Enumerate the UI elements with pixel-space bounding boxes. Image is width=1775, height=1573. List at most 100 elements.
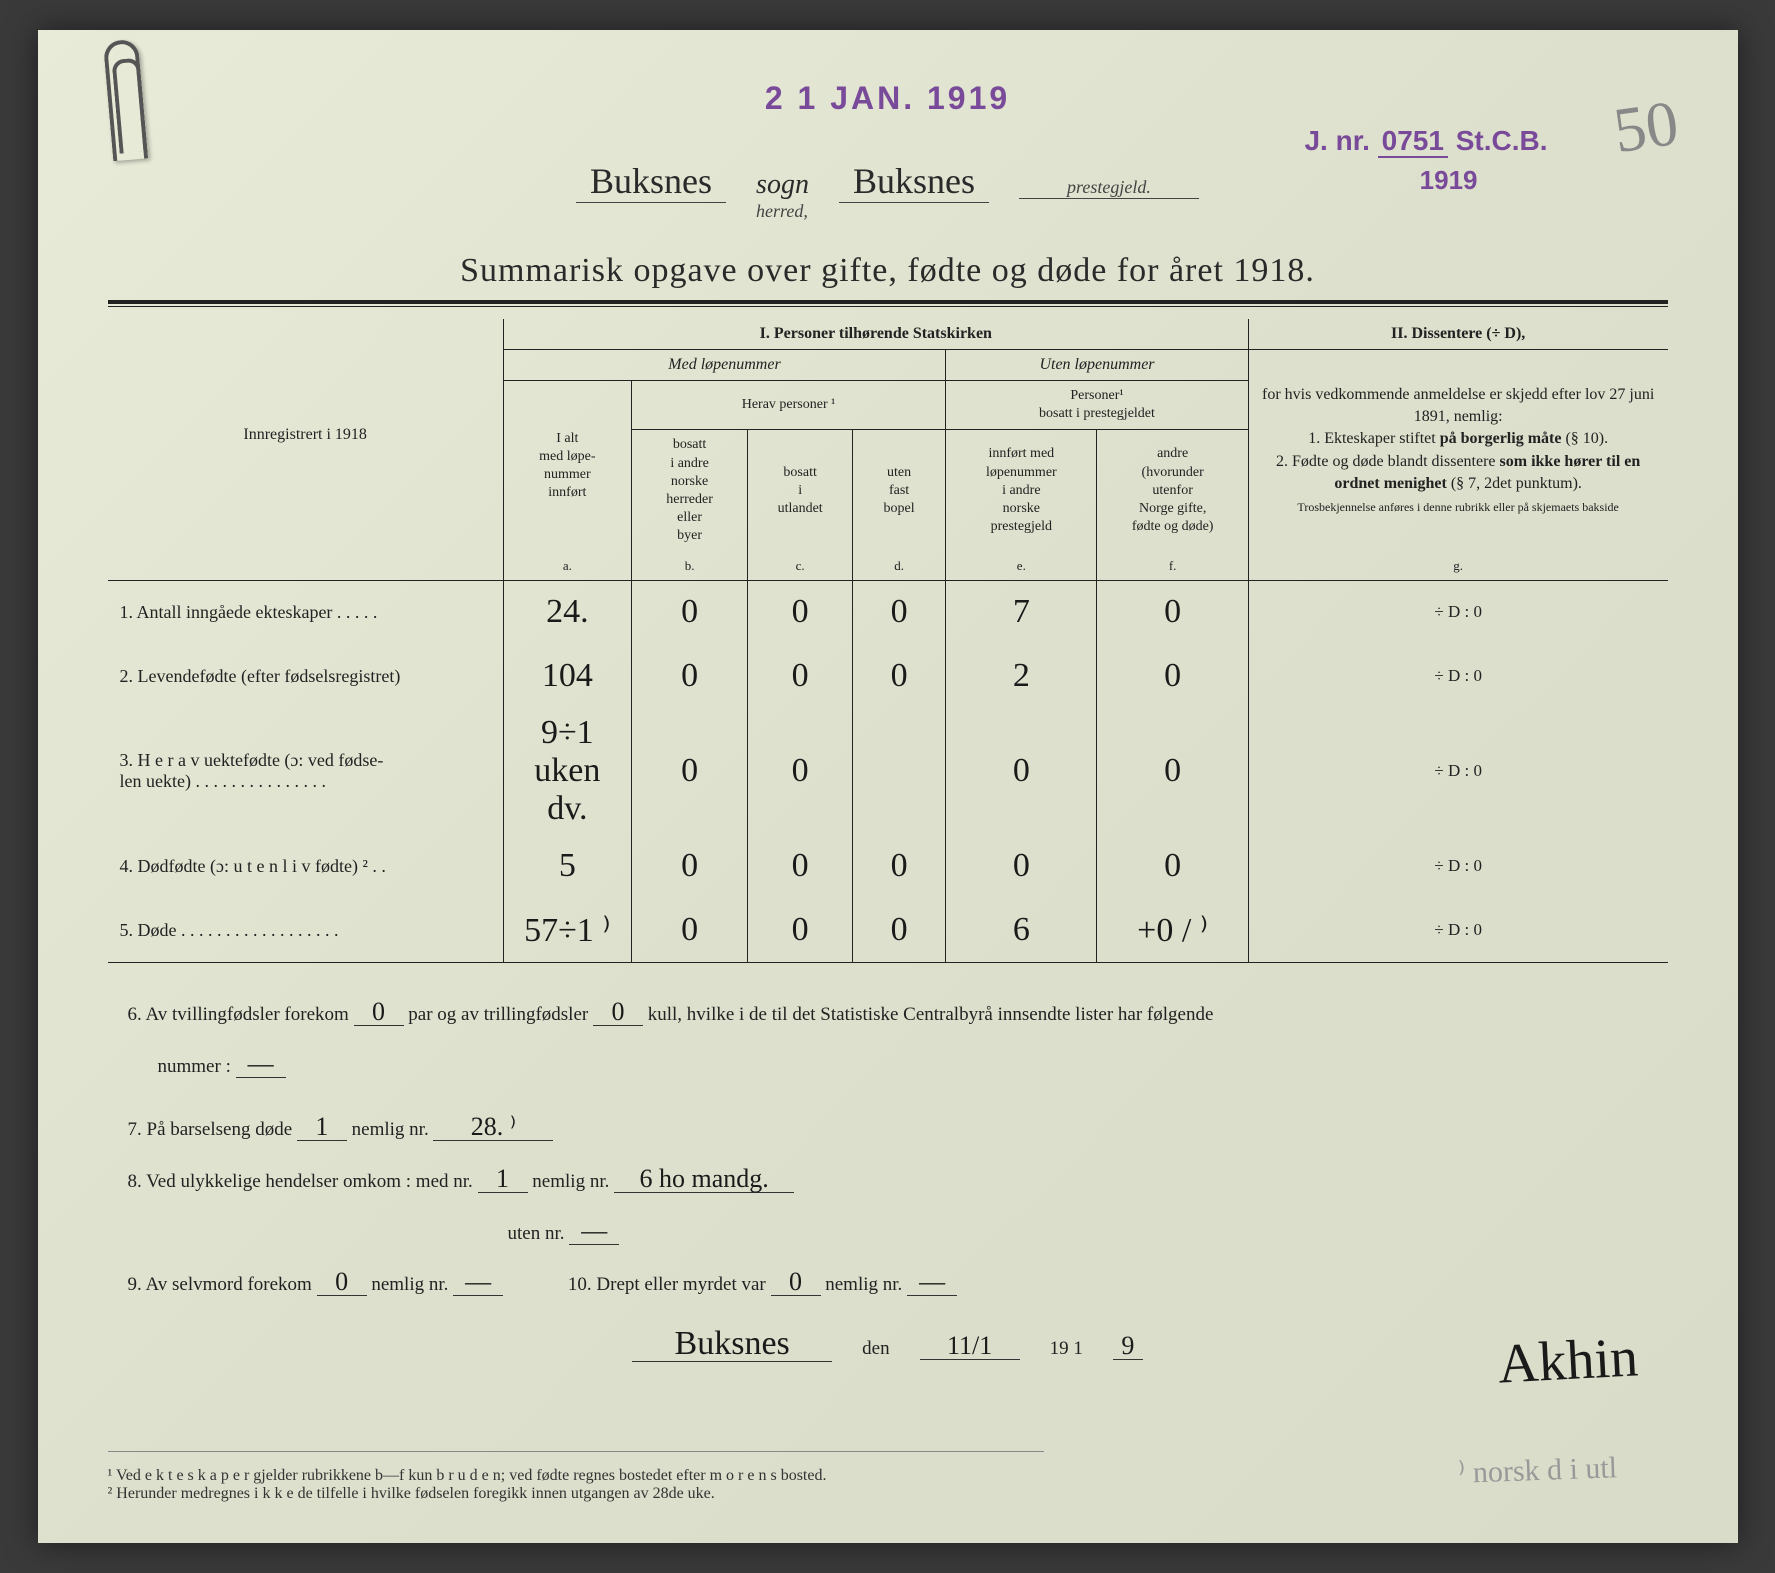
q6-pre: 6. Av tvillingfødsler forekom (128, 1004, 349, 1025)
row-label: 1. Antall inngåede ekteskaper . . . . . (108, 580, 504, 644)
cell-e: 0 (946, 708, 1097, 834)
letter-b: b. (631, 552, 747, 581)
cell-d: 0 (853, 898, 946, 962)
cell-c: 0 (748, 708, 853, 834)
jnr-suffix: St.C.B. (1456, 125, 1548, 156)
letter-c: c. (748, 552, 853, 581)
section-2-header: II. Dissentere (÷ D), (1248, 319, 1667, 350)
col-e-header: innført med løpenummer i andre norske pr… (946, 430, 1097, 552)
cell-e: 6 (946, 898, 1097, 962)
sig-den: den (862, 1327, 889, 1371)
main-table: Innregistrert i 1918 I. Personer tilhøre… (108, 319, 1668, 962)
q8-line2-label: uten nr. (508, 1223, 565, 1244)
herred-value: Buksnes (839, 160, 989, 203)
q6-line2: nummer : — (128, 1045, 1648, 1089)
cell-c: 0 (748, 580, 853, 644)
col-b-header: bosatt i andre norske herreder eller bye… (631, 430, 747, 552)
row-label: 3. H e r a v uektefødte (ɔ: ved fødse- l… (108, 708, 504, 834)
questions-section: 6. Av tvillingfødsler forekom 0 par og a… (108, 993, 1668, 1371)
cell-b: 0 (631, 898, 747, 962)
cell-g: ÷ D : 0 (1248, 898, 1667, 962)
q6-v1: 0 (354, 999, 404, 1026)
footnote-2: ² Herunder medregnes i k k e de tilfelle… (108, 1485, 1044, 1503)
letter-d: d. (853, 552, 946, 581)
rule-thick (108, 300, 1668, 304)
herred-label: herred, (756, 201, 808, 221)
cell-a: 9÷1 uken dv. (503, 708, 631, 834)
q6-line2-label: nummer : (158, 1056, 231, 1077)
q7-v1: 1 (297, 1114, 347, 1141)
year-stamp: 1919 (1420, 165, 1478, 196)
q8-pre: 8. Ved ulykkelige hendelser omkom : med … (128, 1171, 473, 1192)
document-paper: 2 1 JAN. 1919 J. nr. 0751 St.C.B. 1919 5… (38, 30, 1738, 1543)
col-a-header: I alt med løpe- nummer innført (503, 381, 631, 552)
sig-date: 11/1 (920, 1333, 1020, 1360)
sig-year: 9 (1113, 1333, 1143, 1360)
prestegjeld-label: prestegjeld. (1019, 177, 1199, 199)
uten-lopenummer-header: Uten løpenummer (946, 350, 1249, 381)
med-lopenummer-header: Med løpenummer (503, 350, 945, 381)
cell-c: 0 (748, 644, 853, 708)
jnr-prefix: J. nr. (1304, 125, 1369, 156)
table-row: 4. Dødfødte (ɔ: u t e n l i v fødte) ² .… (108, 834, 1668, 898)
q6-v2: 0 (593, 999, 643, 1026)
q10-mid: nemlig nr. (825, 1274, 902, 1295)
row-label: 4. Dødfødte (ɔ: u t e n l i v fødte) ² .… (108, 834, 504, 898)
q8-v3: — (569, 1218, 619, 1245)
q7-line: 7. På barselseng døde 1 nemlig nr. 28. ⁾ (128, 1108, 1648, 1152)
cell-d: 0 (853, 580, 946, 644)
document-title: Summarisk opgave over gifte, fødte og dø… (108, 252, 1668, 290)
cell-e: 7 (946, 580, 1097, 644)
cell-f: +0 / ⁾ (1097, 898, 1248, 962)
col-header-innregistrert: Innregistrert i 1918 (108, 319, 504, 552)
personer-bosatt-header: Personer¹ bosatt i prestegjeldet (946, 381, 1249, 430)
table-row: 1. Antall inngåede ekteskaper . . . . .2… (108, 580, 1668, 644)
q9-pre: 9. Av selvmord forekom (128, 1274, 312, 1295)
dissentere-body: for hvis vedkommende anmeldelse er skjed… (1248, 350, 1667, 552)
q6-mid: par og av trillingfødsler (408, 1004, 588, 1025)
cell-e: 0 (946, 834, 1097, 898)
cell-g: ÷ D : 0 (1248, 708, 1667, 834)
cell-b: 0 (631, 644, 747, 708)
col-d-header: uten fast bopel (853, 430, 946, 552)
pencil-annotation: ⁾ norsk d i utl (1458, 1450, 1618, 1491)
col-f-header: andre (hvorunder utenfor Norge gifte, fø… (1097, 430, 1248, 552)
letter-f: f. (1097, 552, 1248, 581)
q9-v2: — (453, 1269, 503, 1296)
q8-v1: 1 (478, 1166, 528, 1193)
cell-c: 0 (748, 834, 853, 898)
q7-pre: 7. På barselseng døde (128, 1119, 293, 1140)
cell-a: 104 (503, 644, 631, 708)
q8-mid: nemlig nr. (532, 1171, 609, 1192)
cell-b: 0 (631, 580, 747, 644)
q10-v2: — (907, 1269, 957, 1296)
q9-v1: 0 (317, 1269, 367, 1296)
q8-line2: uten nr. — (128, 1212, 1648, 1256)
cell-d: 0 (853, 644, 946, 708)
cell-b: 0 (631, 708, 747, 834)
cell-d: 0 (853, 834, 946, 898)
footnotes: ¹ Ved e k t e s k a p e r gjelder rubrik… (108, 1451, 1044, 1503)
rule-thin (108, 306, 1668, 307)
table-row: 3. H e r a v uektefødte (ɔ: ved fødse- l… (108, 708, 1668, 834)
cell-b: 0 (631, 834, 747, 898)
row-label: 2. Levendefødte (efter fødselsregistret) (108, 644, 504, 708)
q7-mid: nemlig nr. (352, 1119, 429, 1140)
letter-g: g. (1248, 552, 1667, 581)
table-row: 5. Døde . . . . . . . . . . . . . . . . … (108, 898, 1668, 962)
q7-v2: 28. ⁾ (433, 1114, 553, 1141)
table-row: 2. Levendefødte (efter fødselsregistret)… (108, 644, 1668, 708)
q10-v1: 0 (771, 1269, 821, 1296)
signature: Akhin (1496, 1325, 1639, 1396)
sig-year-pre: 19 1 (1050, 1327, 1083, 1371)
letter-e: e. (946, 552, 1097, 581)
cell-f: 0 (1097, 834, 1248, 898)
cell-a: 57÷1 ⁾ (503, 898, 631, 962)
col-c-header: bosatt i utlandet (748, 430, 853, 552)
cell-g: ÷ D : 0 (1248, 580, 1667, 644)
q6-post: kull, hvilke i de til det Statistiske Ce… (648, 1004, 1214, 1025)
cell-f: 0 (1097, 708, 1248, 834)
section-1-header: I. Personer tilhørende Statskirken (503, 319, 1248, 350)
jnr-number: 0751 (1378, 125, 1448, 158)
paperclip-icon (102, 39, 147, 162)
